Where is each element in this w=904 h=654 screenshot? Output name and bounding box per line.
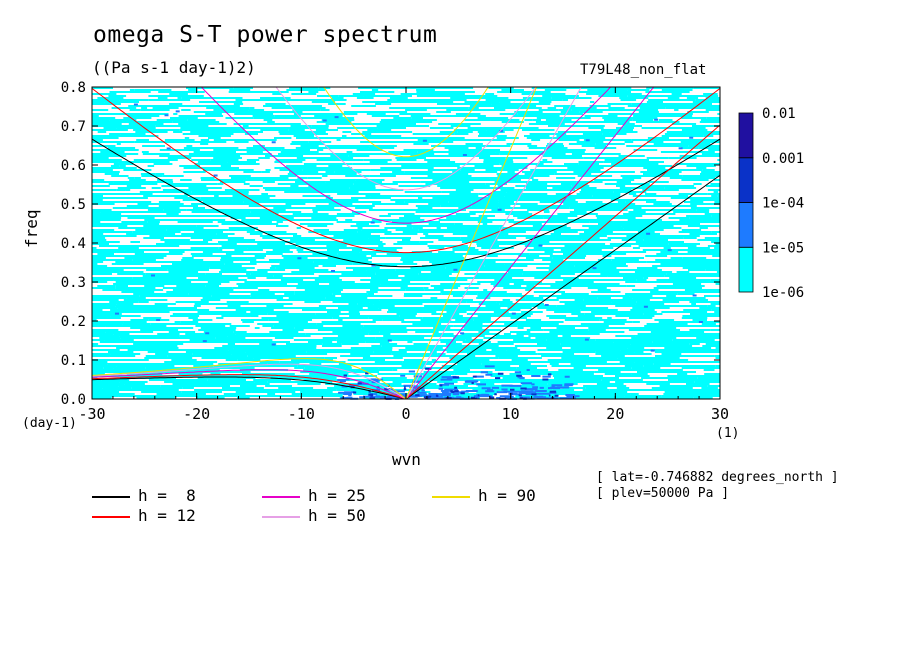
x-tick-label: -10 [288,405,315,423]
colorbar: 1e-06 1e-05 1e-04 0.001 0.01 [738,106,804,301]
dispersion-h12-rossby [92,374,407,399]
colorbar-label: 0.001 [762,151,804,167]
legend-swatch [92,496,130,498]
y-tick-label: 0.7 [61,119,86,135]
colorbar-label: 0.01 [762,106,796,122]
dispersion-h25-inertia-gravity [200,87,612,224]
x-axis-label: wvn [392,450,421,469]
dispersion-h25-rossby [92,369,407,399]
y-tick-label: 0.1 [61,353,86,369]
x-tick-label: 30 [711,405,729,423]
legend-swatch [262,496,300,498]
dispersion-h50-rossby [92,363,407,399]
x-tick-label: -30 [78,405,105,423]
colorbar-segment [738,112,754,159]
dispersion-h90-kelvin [405,87,538,399]
y-tick-label: 0.4 [61,236,86,252]
chart-title: omega S-T power spectrum [93,22,438,48]
colorbar-segment [738,246,754,293]
dispersion-h8-kelvin [405,174,720,399]
axes: -30 -20 -10 0 10 20 30 0.0 0.1 0.2 0.3 0.4 0.5 0.6 0.7… [61,80,729,423]
y-tick-label: 0.6 [61,158,86,174]
power-level-1e-06 [92,87,720,399]
y-tick-label: 0.0 [61,392,86,408]
pressure-level-info: [ plev=50000 Pa ] [596,486,730,501]
dispersion-h8-rossby [92,376,407,399]
dispersion-h90-rossby [92,358,407,399]
legend-label: h = 90 [478,486,536,505]
x-tick-label: 10 [502,405,520,423]
dispersion-h8-inertia-gravity [92,138,720,268]
legend-swatch [262,516,300,518]
legend-label: h = 8 [138,486,196,505]
chart-units: ((Pa s-1 day-1)2) [92,58,256,77]
dispersion-h12-kelvin [405,124,720,399]
y-tick-label: 0.3 [61,275,86,291]
legend-label: h = 12 [138,506,196,525]
dispersion-h90-inertia-gravity [323,87,489,158]
dispersion-h50-kelvin [405,87,582,399]
run-label: T79L48_non_flat [580,62,707,78]
legend-swatch [92,516,130,518]
y-axis-unit: (day-1) [22,416,77,431]
colorbar-label: 1e-05 [762,240,804,256]
legend-swatch [432,496,470,498]
power-field [92,87,720,400]
colorbar-label: 1e-06 [762,285,804,301]
latitude-info: [ lat=-0.746882 degrees_north ] [596,470,839,485]
dispersion-curves [92,87,720,399]
colorbar-segment [738,157,754,203]
legend-label: h = 25 [308,486,366,505]
y-tick-label: 0.8 [61,80,86,96]
x-tick-label: -20 [183,405,210,423]
dispersion-h12-inertia-gravity [92,88,720,254]
colorbar-label: 1e-04 [762,196,804,212]
x-tick-label: 20 [606,405,624,423]
dispersion-h50-inertia-gravity [275,87,537,191]
colorbar-segment [738,202,754,248]
x-tick-label: 0 [401,405,410,423]
x-axis-unit: (1) [716,426,740,441]
dispersion-h25-kelvin [405,87,655,399]
y-tick-label: 0.2 [61,314,86,330]
y-tick-label: 0.5 [61,197,86,213]
legend-label: h = 50 [308,506,366,525]
